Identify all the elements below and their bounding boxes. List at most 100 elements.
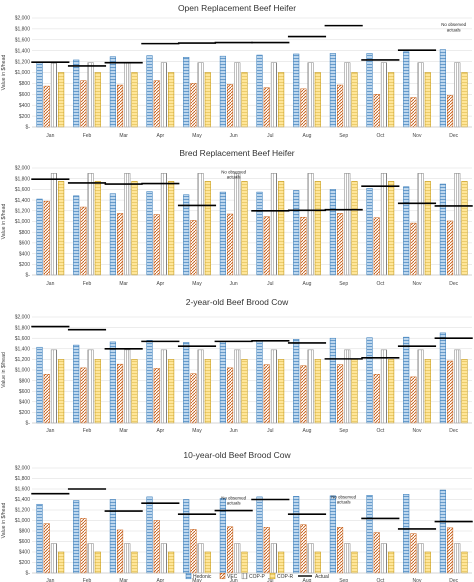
- bar-vec-may: [190, 83, 197, 128]
- bar-vec-aug: [300, 524, 307, 574]
- bar-hedonic-mar: [109, 56, 116, 128]
- bar-cop-r-jun: [241, 359, 248, 424]
- legend-label: VEC: [227, 574, 238, 580]
- bar-hedonic-jan: [36, 503, 43, 574]
- chart-title: Open Replacement Beef Heifer: [178, 3, 296, 13]
- bar-vec-aug: [300, 88, 307, 128]
- bar-cop-r-jul: [278, 359, 285, 424]
- annotation-no-actuals: No observed actuals: [331, 494, 356, 504]
- bar-cop-p-aug: [307, 173, 314, 276]
- x-tick-label: Jul: [267, 578, 273, 582]
- bar-cop-p-oct: [380, 173, 387, 276]
- x-tick-label: Jul: [267, 281, 273, 287]
- y-tick-label: $400: [19, 400, 30, 406]
- bar-vec-sep: [337, 213, 344, 276]
- y-tick-label: $1,600: [15, 187, 31, 193]
- y-axis-label: Value in $/head: [1, 352, 7, 388]
- chart-panel-3: 2-year-old Beef Brood Cow $- $200 $400 $600 $…: [1, 297, 473, 434]
- bar-vec-jun: [227, 84, 234, 128]
- bar-cop-r-jun: [241, 551, 248, 574]
- bar-cop-p-mar: [124, 543, 131, 574]
- bar-vec-nov: [410, 533, 417, 574]
- bar-cop-p-jan: [50, 543, 57, 574]
- x-tick-label: Dec: [449, 281, 458, 287]
- bar-hedonic-jun: [219, 498, 226, 574]
- y-tick-label: $1,400: [15, 347, 31, 353]
- bar-cop-r-feb: [94, 72, 101, 128]
- bar-vec-jul: [263, 216, 270, 276]
- bar-cop-r-mar: [131, 359, 138, 424]
- bar-cop-r-jun: [241, 181, 248, 276]
- bar-cop-r-may: [204, 72, 211, 128]
- bar-cop-p-dec: [454, 62, 461, 128]
- x-tick-label: Dec: [449, 428, 458, 434]
- bar-vec-nov: [410, 222, 417, 276]
- y-tick-label: $1,400: [15, 198, 31, 204]
- x-tick-label: Sep: [339, 133, 348, 139]
- x-tick-label: Feb: [83, 281, 92, 287]
- bar-cop-r-mar: [131, 72, 138, 128]
- y-tick-label: $1,600: [15, 336, 31, 342]
- x-tick-label: Sep: [339, 281, 348, 287]
- bar-hedonic-nov: [403, 51, 410, 128]
- chart-title: Bred Replacement Beef Heifer: [179, 148, 294, 158]
- bar-cop-p-aug: [307, 543, 314, 574]
- y-tick-label: $1,400: [15, 497, 31, 503]
- bar-cop-p-may: [197, 543, 204, 574]
- legend-swatch-hedonic: [185, 572, 192, 580]
- bar-cop-p-feb: [87, 543, 94, 574]
- y-tick-label: $600: [19, 539, 30, 545]
- chart-title: 2-year-old Beef Brood Cow: [186, 297, 289, 307]
- bar-cop-r-sep: [351, 181, 358, 276]
- bar-hedonic-feb: [73, 195, 80, 276]
- bar-vec-aug: [300, 216, 307, 276]
- x-tick-label: Apr: [156, 133, 164, 139]
- bar-vec-sep: [337, 84, 344, 128]
- bar-cop-p-sep: [344, 543, 351, 574]
- bar-cop-r-may: [204, 181, 211, 276]
- bar-vec-may: [190, 373, 197, 424]
- bar-hedonic-jul: [256, 340, 263, 424]
- bar-cop-p-jul: [270, 349, 277, 424]
- bar-hedonic-may: [183, 499, 190, 574]
- y-tick-label: $1,200: [15, 209, 31, 215]
- chart-panel-1: Open Replacement Beef Heifer $- $200 $400 $6…: [1, 3, 472, 139]
- y-tick-label: $2,000: [15, 466, 31, 472]
- chart-panel-2: Bred Replacement Beef Heifer $- $200 $400 $6…: [1, 148, 473, 287]
- x-tick-label: Apr: [156, 281, 164, 287]
- bar-cop-r-oct: [388, 551, 395, 574]
- bar-cop-r-jan: [58, 181, 65, 276]
- bar-hedonic-oct: [366, 337, 373, 424]
- y-tick-label: $1,200: [15, 508, 31, 514]
- bar-vec-feb: [80, 518, 87, 574]
- bar-hedonic-oct: [366, 495, 373, 574]
- y-tick-label: $800: [19, 230, 30, 236]
- bar-hedonic-jan: [36, 346, 43, 424]
- bar-cop-r-feb: [94, 551, 101, 574]
- bar-cop-r-sep: [351, 551, 358, 574]
- annotation-no-actuals: No observed actuals: [441, 22, 466, 32]
- x-tick-label: Aug: [303, 578, 312, 582]
- bar-cop-p-oct: [380, 62, 387, 128]
- bar-cop-p-may: [197, 62, 204, 128]
- bar-cop-p-apr: [160, 62, 167, 128]
- bar-vec-jun: [227, 526, 234, 574]
- y-tick-label: $1,800: [15, 325, 31, 331]
- y-tick-label: $2,000: [15, 16, 31, 22]
- bar-vec-feb: [80, 206, 87, 276]
- bar-hedonic-dec: [439, 49, 446, 128]
- annotation-no-actuals: No observed actuals: [221, 496, 246, 506]
- bar-cop-r-jun: [241, 72, 248, 128]
- bar-cop-r-apr: [168, 181, 175, 276]
- x-tick-label: Nov: [413, 578, 422, 582]
- bar-vec-jan: [43, 523, 50, 574]
- x-tick-label: Jul: [267, 133, 273, 139]
- bar-cop-p-apr: [160, 543, 167, 574]
- bar-cop-p-nov: [417, 173, 424, 276]
- x-tick-label: Feb: [83, 133, 92, 139]
- y-tick-label: $-: [26, 421, 31, 427]
- x-tick-label: Sep: [339, 428, 348, 434]
- y-tick-label: $-: [26, 273, 31, 279]
- y-tick-label: $1,200: [15, 59, 31, 65]
- bar-cop-r-apr: [168, 551, 175, 574]
